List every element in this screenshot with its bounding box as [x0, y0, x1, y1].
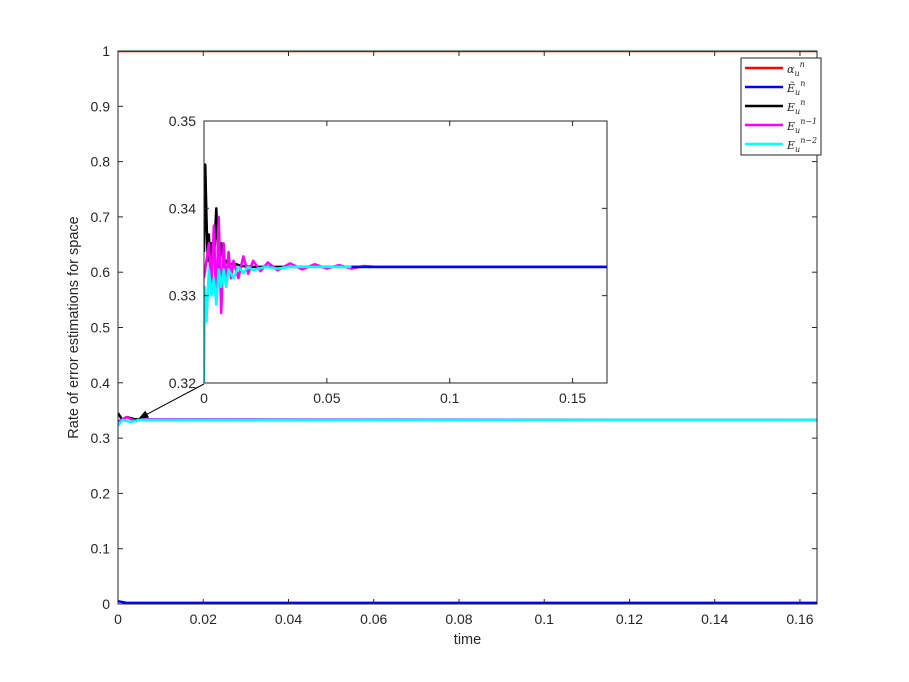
- inset-xtick-label-1: 0.05: [313, 390, 340, 406]
- legend-label-2: Eun: [786, 98, 805, 116]
- main-series-group: [118, 51, 817, 604]
- main-ytick-label-1: 0.1: [91, 541, 111, 557]
- main-ylabel: Rate of error estimations for space: [66, 216, 82, 438]
- main-ytick-label-4: 0.4: [91, 375, 111, 391]
- main-xtick-label-0: 0: [114, 611, 122, 627]
- legend-label-base-1: Ẽ: [786, 81, 795, 95]
- legend-label-base-4: E: [786, 139, 795, 152]
- legend-label-sup-0: n: [800, 60, 805, 69]
- main-xtick-label-2: 0.04: [275, 611, 302, 627]
- main-series-line-1: [118, 600, 817, 604]
- inset-ytick-label-1: 0.33: [169, 288, 196, 304]
- main-ytick-label-5: 0.5: [91, 320, 111, 336]
- main-xtick-label-3: 0.06: [360, 611, 387, 627]
- legend-label-3: Eun−1: [786, 117, 817, 135]
- main-ytick-label-7: 0.7: [91, 209, 111, 225]
- main-ytick-label-8: 0.8: [91, 154, 111, 170]
- main-ytick-label-6: 0.6: [91, 264, 111, 280]
- legend-label-sup-2: n: [800, 98, 805, 107]
- legend-label-sup-3: n−1: [800, 117, 817, 126]
- main-ytick-label-3: 0.3: [91, 430, 111, 446]
- inset-series-group: [204, 163, 607, 383]
- legend-label-base-3: E: [786, 120, 795, 133]
- inset-xtick-label-3: 0.15: [559, 390, 586, 406]
- main-xtick-label-5: 0.1: [534, 611, 554, 627]
- legend-label-sub-2: u: [795, 107, 800, 116]
- main-xtick-label-8: 0.16: [786, 611, 813, 627]
- legend-label-sup-4: n−2: [800, 136, 817, 145]
- inset-frame: [203, 120, 608, 384]
- legend-label-base-0: α: [787, 63, 795, 76]
- inset-xtick-label-0: 0: [200, 390, 208, 406]
- main-series-line-4: [118, 418, 817, 427]
- inset-ytick-label-2: 0.34: [169, 200, 196, 216]
- main-xtick-label-7: 0.14: [701, 611, 728, 627]
- main-xlabel: time: [454, 632, 481, 648]
- main-ytick-label-9: 0.9: [91, 98, 111, 114]
- main-ytick-label-0: 0: [102, 596, 110, 612]
- inset-plot: 0 0.05 0.1 0.15 0.32 0.33 0.34 0.35: [169, 113, 608, 406]
- inset-ytick-label-3: 0.35: [169, 113, 196, 129]
- legend-label-base-2: E: [786, 101, 795, 114]
- inset-ytick-label-0: 0.32: [169, 375, 196, 391]
- legend-label-sub-4: u: [795, 145, 800, 154]
- legend-label-sub-3: u: [795, 126, 800, 135]
- inset-series-line-2: [204, 265, 607, 383]
- legend-label-sub-1: u: [795, 88, 800, 97]
- main-ytick-label-10: 1: [102, 43, 110, 59]
- legend-label-4: Eun−2: [786, 136, 817, 154]
- legend-label-0: αun: [787, 60, 805, 78]
- inset-xtick-label-2: 0.1: [440, 390, 460, 406]
- zoom-arrow: [138, 383, 205, 419]
- main-ytick-label-2: 0.2: [91, 485, 111, 501]
- main-xtick-label-6: 0.12: [616, 611, 643, 627]
- main-xtick-label-4: 0.08: [445, 611, 472, 627]
- main-xtick-label-1: 0.02: [190, 611, 217, 627]
- legend-label-1: Ẽun: [786, 79, 805, 97]
- legend-label-sub-0: u: [794, 69, 799, 78]
- legend-label-sup-1: n: [800, 79, 805, 88]
- inset-background: [204, 121, 607, 383]
